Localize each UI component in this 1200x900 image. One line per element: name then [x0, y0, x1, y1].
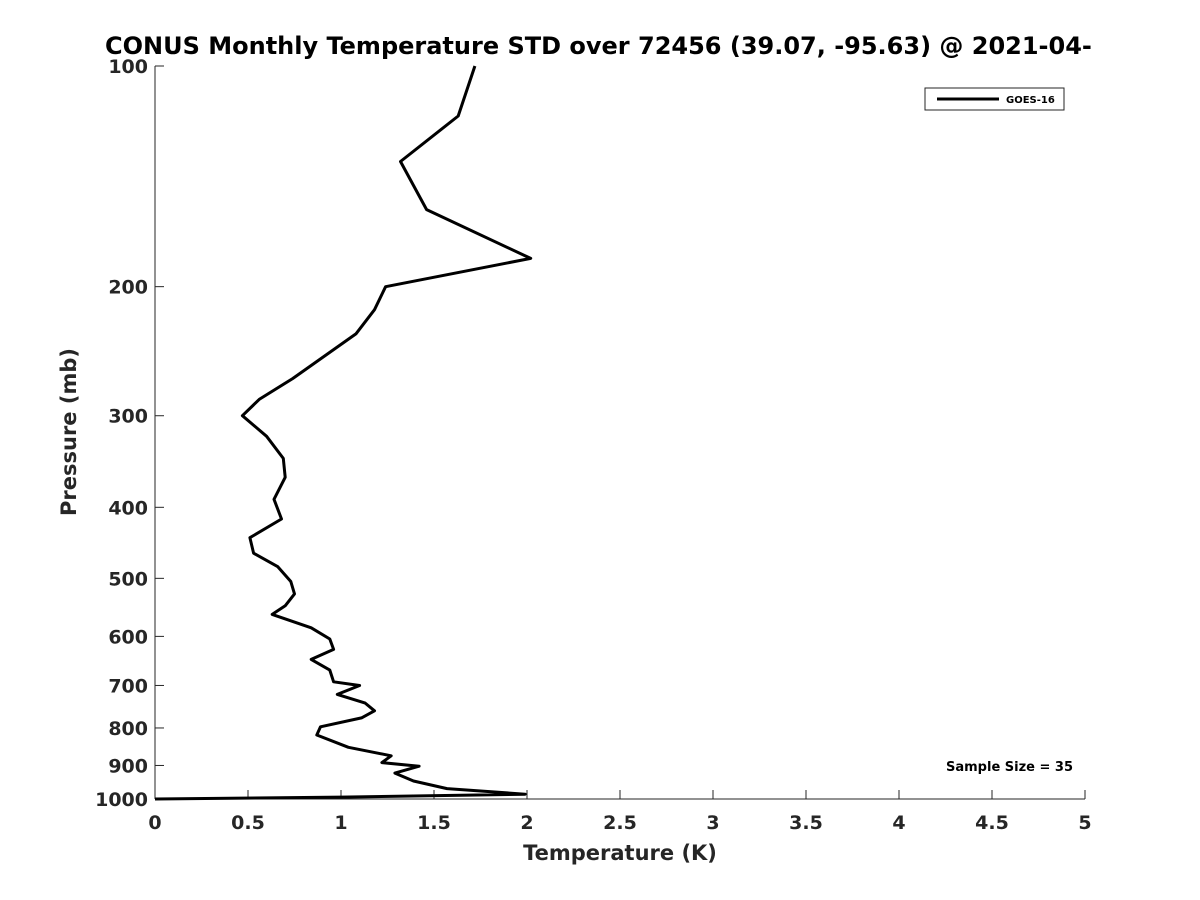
x-tick-label: 2: [520, 812, 533, 834]
y-tick-label: 700: [108, 675, 148, 697]
x-tick-label: 1.5: [417, 812, 451, 834]
y-tick-label: 600: [108, 626, 148, 648]
x-tick-label: 3.5: [789, 812, 823, 834]
y-tick-label: 400: [108, 497, 148, 519]
x-tick-label: 4.5: [975, 812, 1009, 834]
legend-label: GOES-16: [1006, 95, 1055, 106]
y-tick-label: 1000: [95, 789, 148, 811]
y-tick-label: 300: [108, 406, 148, 428]
y-tick-label: 500: [108, 568, 148, 590]
y-tick-label: 800: [108, 718, 148, 740]
x-axis-label: Temperature (K): [523, 841, 717, 865]
x-tick-label: 4: [892, 812, 905, 834]
y-tick-label: 100: [108, 56, 148, 78]
x-tick-label: 3: [706, 812, 719, 834]
series-layer: [154, 65, 533, 801]
x-ticks: 0 0.5 1 1.5 2 2.5 3 3.5 4 4.5 5: [148, 790, 1092, 834]
plot-area: 0 0.5 1 1.5 2 2.5 3 3.5 4 4.5 5 100 200 300 400 500 600…: [95, 56, 1092, 834]
legend: GOES-16: [924, 87, 1065, 111]
y-tick-label: 900: [108, 755, 148, 777]
x-tick-label: 0: [148, 812, 161, 834]
x-tick-label: 5: [1078, 812, 1091, 834]
x-tick-label: 0.5: [231, 812, 265, 834]
x-tick-label: 2.5: [603, 812, 637, 834]
chart-title: CONUS Monthly Temperature STD over 72456…: [105, 32, 1092, 60]
sample-size-annotation: Sample Size = 35: [946, 760, 1073, 775]
y-axis-label: Pressure (mb): [57, 348, 81, 516]
x-tick-label: 1: [334, 812, 347, 834]
y-ticks: 100 200 300 400 500 600 700 800 900 1000: [95, 56, 164, 811]
series-line-goes-16: [154, 65, 533, 801]
y-tick-label: 200: [108, 277, 148, 299]
